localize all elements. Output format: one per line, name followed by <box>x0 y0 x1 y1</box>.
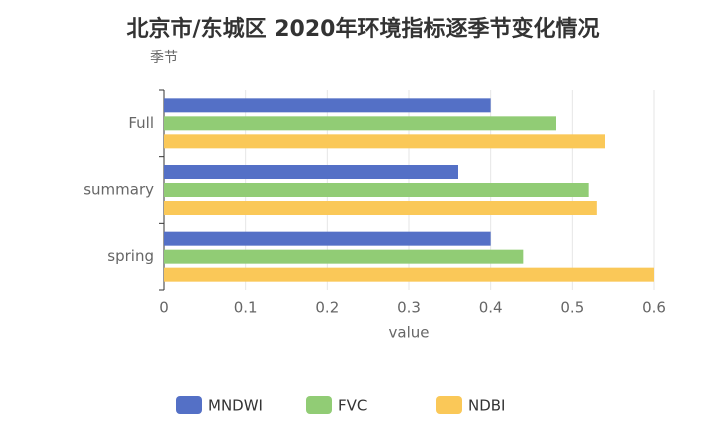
x-tick-label: 0.4 <box>479 299 503 317</box>
y-tick-label: spring <box>107 247 154 265</box>
bar <box>164 249 524 264</box>
x-tick-label: 0.6 <box>642 299 666 317</box>
x-tick-label: 0.3 <box>397 299 421 317</box>
y-axis-title: 季节 <box>150 50 178 66</box>
bar <box>164 231 491 246</box>
bar <box>164 183 589 197</box>
y-tick-label: Full <box>128 114 154 132</box>
bar <box>164 134 605 149</box>
bar <box>164 165 458 179</box>
legend-label: NDBI <box>468 397 506 415</box>
legend-label: MNDWI <box>208 397 263 415</box>
bar <box>164 116 556 131</box>
y-tick-label: summary <box>83 181 154 199</box>
bar <box>164 201 597 215</box>
x-axis-title: value <box>389 324 430 342</box>
x-tick-label: 0.1 <box>234 299 258 317</box>
bar <box>164 267 654 282</box>
x-tick-label: 0.2 <box>315 299 339 317</box>
legend-swatch <box>436 396 462 414</box>
x-tick-label: 0.5 <box>560 299 584 317</box>
chart-title: 北京市/东城区 2020年环境指标逐季节变化情况 <box>127 16 600 42</box>
x-tick-label: 0 <box>159 299 169 317</box>
legend-label: FVC <box>338 397 367 415</box>
legend-swatch <box>176 396 202 414</box>
bar <box>164 98 491 113</box>
legend-swatch <box>306 396 332 414</box>
